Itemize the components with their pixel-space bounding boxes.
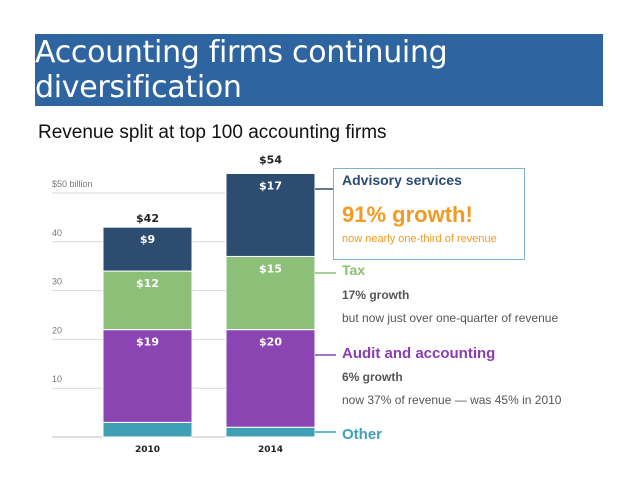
y-tick-label: $50 billion [52, 179, 93, 189]
data-label: $20 [259, 336, 282, 349]
audit-callout-note: now 37% of revenue — was 45% in 2010 [342, 393, 562, 407]
audit-callout-growth: 6% growth [342, 370, 403, 384]
tax-callout-growth: 17% growth [342, 288, 410, 302]
title-banner: Accounting firms continuing diversificat… [35, 34, 603, 106]
x-tick-label: 2014 [258, 445, 283, 455]
total-label: $54 [259, 153, 282, 166]
total-label: $42 [136, 212, 159, 225]
advisory-callout-growth: 91% growth! [342, 202, 473, 227]
advisory-callout-note: now nearly one-third of revenue [342, 233, 497, 245]
tax-callout-note: but now just over one-quarter of revenue [342, 311, 559, 325]
data-label: $19 [136, 336, 159, 349]
y-tick-label: 30 [52, 277, 62, 287]
x-tick-label: 2010 [135, 445, 160, 455]
advisory-callout-box [333, 168, 525, 260]
bar-segment-other [102, 421, 193, 438]
bar-segment-tax [102, 270, 193, 331]
y-tick-label: 40 [52, 228, 62, 238]
other-callout-title: Other [342, 426, 383, 443]
y-tick-label: 10 [52, 374, 62, 384]
advisory-callout-title: Advisory services [342, 172, 462, 188]
data-label: $12 [136, 277, 159, 290]
y-tick-label: 20 [52, 325, 62, 335]
bar-segment-advisory-services [102, 226, 193, 272]
bar-segment-other [225, 426, 316, 438]
bar-segment-advisory-services [225, 172, 316, 257]
bar-segment-audit-and-accounting [102, 329, 193, 423]
data-label: $17 [259, 179, 282, 192]
data-label: $15 [259, 262, 282, 275]
chart-subtitle: Revenue split at top 100 accounting firm… [38, 122, 387, 143]
audit-callout-title: Audit and accounting [342, 345, 496, 362]
tax-callout-title: Tax [342, 262, 366, 278]
page-title: Accounting firms continuing diversificat… [35, 35, 448, 105]
data-label: $9 [140, 233, 155, 246]
